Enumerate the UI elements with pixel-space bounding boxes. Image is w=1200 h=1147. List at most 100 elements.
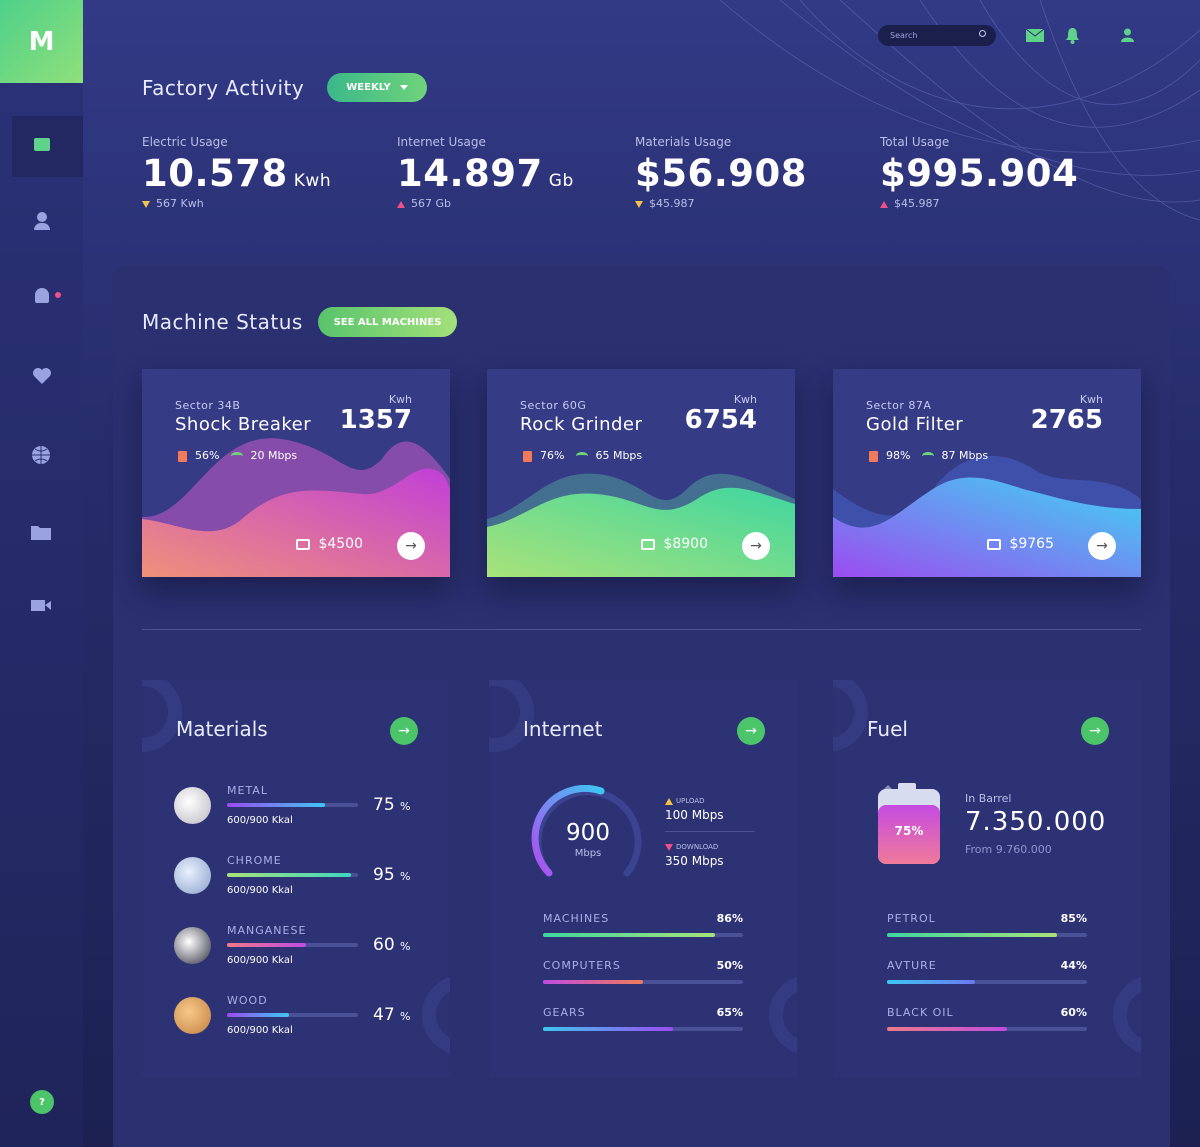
nav-user[interactable]: [30, 212, 54, 232]
usage-name: MACHINES: [543, 912, 610, 925]
usage-name: BLACK OIL: [887, 1006, 954, 1019]
machine-unit: Kwh: [388, 393, 412, 406]
decor-ring: [1113, 975, 1141, 1055]
machine-value: 2765: [1030, 405, 1103, 435]
machine-fuel: 76%: [540, 449, 565, 462]
internet-card: Internet → 900 Mbps UPLOAD 100 Mbps DOWN…: [489, 680, 797, 1077]
speed-unit: Mbps: [574, 848, 602, 859]
upload-value: 100 Mbps: [665, 808, 724, 822]
see-all-button[interactable]: SEE ALL MACHINES: [318, 307, 457, 337]
divider: [142, 629, 1141, 630]
nav-active[interactable]: [12, 116, 83, 177]
search-placeholder: Search: [890, 31, 918, 40]
machine-name: Gold Filter: [866, 414, 964, 435]
material-detail: 600/900 Kkal: [227, 955, 293, 966]
percent-unit: %: [400, 1010, 411, 1023]
material-percent: 75 %: [373, 795, 411, 815]
bar-track: [887, 980, 1087, 984]
usage-label: 85%: [1060, 912, 1087, 925]
decor-ring: [833, 680, 868, 752]
machine-speed: 87 Mbps: [941, 449, 989, 462]
open-button[interactable]: →: [737, 717, 765, 745]
machine-fuel: 98%: [886, 449, 911, 462]
material-name: METAL: [227, 784, 268, 797]
usage-bar: [887, 1027, 1007, 1031]
usage-bar: [887, 933, 1057, 937]
bar-track: [227, 943, 358, 947]
trend-icon: [635, 200, 643, 208]
open-button[interactable]: →: [1088, 532, 1116, 560]
machine-unit: Kwh: [1079, 393, 1103, 406]
open-button[interactable]: →: [397, 532, 425, 560]
stat-delta: 567 Gb: [397, 197, 574, 210]
sidebar: M ?: [0, 0, 83, 1147]
logo[interactable]: M: [0, 0, 83, 83]
percent-unit: %: [400, 800, 411, 813]
search-box[interactable]: Search: [878, 25, 996, 46]
download-label: DOWNLOAD: [676, 843, 719, 851]
usage-label: 65%: [716, 1006, 743, 1019]
help-button[interactable]: ?: [30, 1090, 54, 1114]
percent-value: 47: [373, 1005, 395, 1025]
usage-name: AVTURE: [887, 959, 937, 972]
open-button[interactable]: →: [742, 532, 770, 560]
mail-icon[interactable]: [1026, 29, 1044, 42]
download-value: 350 Mbps: [665, 854, 724, 868]
machine-unit: Kwh: [733, 393, 757, 406]
nav-favorites[interactable]: [30, 366, 54, 386]
trend-icon: [397, 200, 405, 208]
material-detail: 600/900 Kkal: [227, 885, 293, 896]
stat-value: 14.897 Gb: [397, 152, 574, 195]
percent-unit: %: [400, 870, 411, 883]
user-icon[interactable]: [1121, 28, 1134, 42]
stat-label: Total Usage: [880, 135, 950, 149]
speed-value: 900: [566, 820, 610, 846]
material-bar: [227, 873, 352, 877]
stat-value: $995.904: [880, 152, 1078, 195]
machine-card[interactable]: Sector 60G Rock Grinder Kwh 6754 76% 65 M…: [487, 369, 795, 577]
bar-track: [887, 1027, 1087, 1031]
stat-number: $995.904: [880, 152, 1079, 195]
material-bar: [227, 803, 326, 807]
open-button[interactable]: →: [1081, 717, 1109, 745]
machine-card[interactable]: Sector 87A Gold Filter Kwh 2765 98% 87 Mb…: [833, 369, 1141, 577]
open-button[interactable]: →: [390, 717, 418, 745]
nav-globe[interactable]: [30, 444, 54, 464]
nav-notifications[interactable]: [30, 288, 61, 308]
bar-track: [543, 933, 743, 937]
period-dropdown[interactable]: WEEKLY: [327, 73, 427, 102]
card-title: Materials: [176, 717, 268, 741]
stat-number: $56.908: [635, 152, 808, 195]
material-bar: [227, 1013, 289, 1017]
nav-icon: [34, 138, 50, 151]
machine-card[interactable]: Sector 34B Shock Breaker Kwh 1357 56% 20 …: [142, 369, 450, 577]
jerrycan: [878, 783, 940, 864]
bell-icon[interactable]: [1065, 27, 1080, 44]
usage-bar: [543, 933, 715, 937]
bar-track: [227, 1013, 358, 1017]
machine-sector: Sector 60G: [520, 399, 587, 412]
material-detail: 600/900 Kkal: [227, 1025, 293, 1036]
decor-ring: [489, 680, 534, 752]
usage-label: 60%: [1060, 1006, 1087, 1019]
bar-track: [543, 1027, 743, 1031]
machine-speed: 65 Mbps: [595, 449, 643, 462]
machine-wave: [142, 438, 450, 577]
stat: Materials Usage $56.908 $45.987: [635, 135, 807, 210]
trend-icon: [142, 200, 150, 208]
usage-name: COMPUTERS: [543, 959, 621, 972]
nav-video[interactable]: [30, 597, 54, 617]
usage-name: GEARS: [543, 1006, 586, 1019]
percent-value: 60: [373, 935, 395, 955]
nav-folder[interactable]: [30, 523, 54, 543]
decor-ring: [422, 975, 450, 1055]
page-title: Factory Activity: [142, 76, 305, 100]
usage-name: PETROL: [887, 912, 936, 925]
material-percent: 60 %: [373, 935, 411, 955]
percent-value: 75: [373, 795, 395, 815]
machine-price: $9765: [987, 536, 1054, 552]
delta-text: 567 Kwh: [156, 197, 204, 210]
card-title: Fuel: [867, 717, 908, 741]
price-text: $9765: [1009, 536, 1054, 552]
trend-icon: [880, 200, 888, 208]
